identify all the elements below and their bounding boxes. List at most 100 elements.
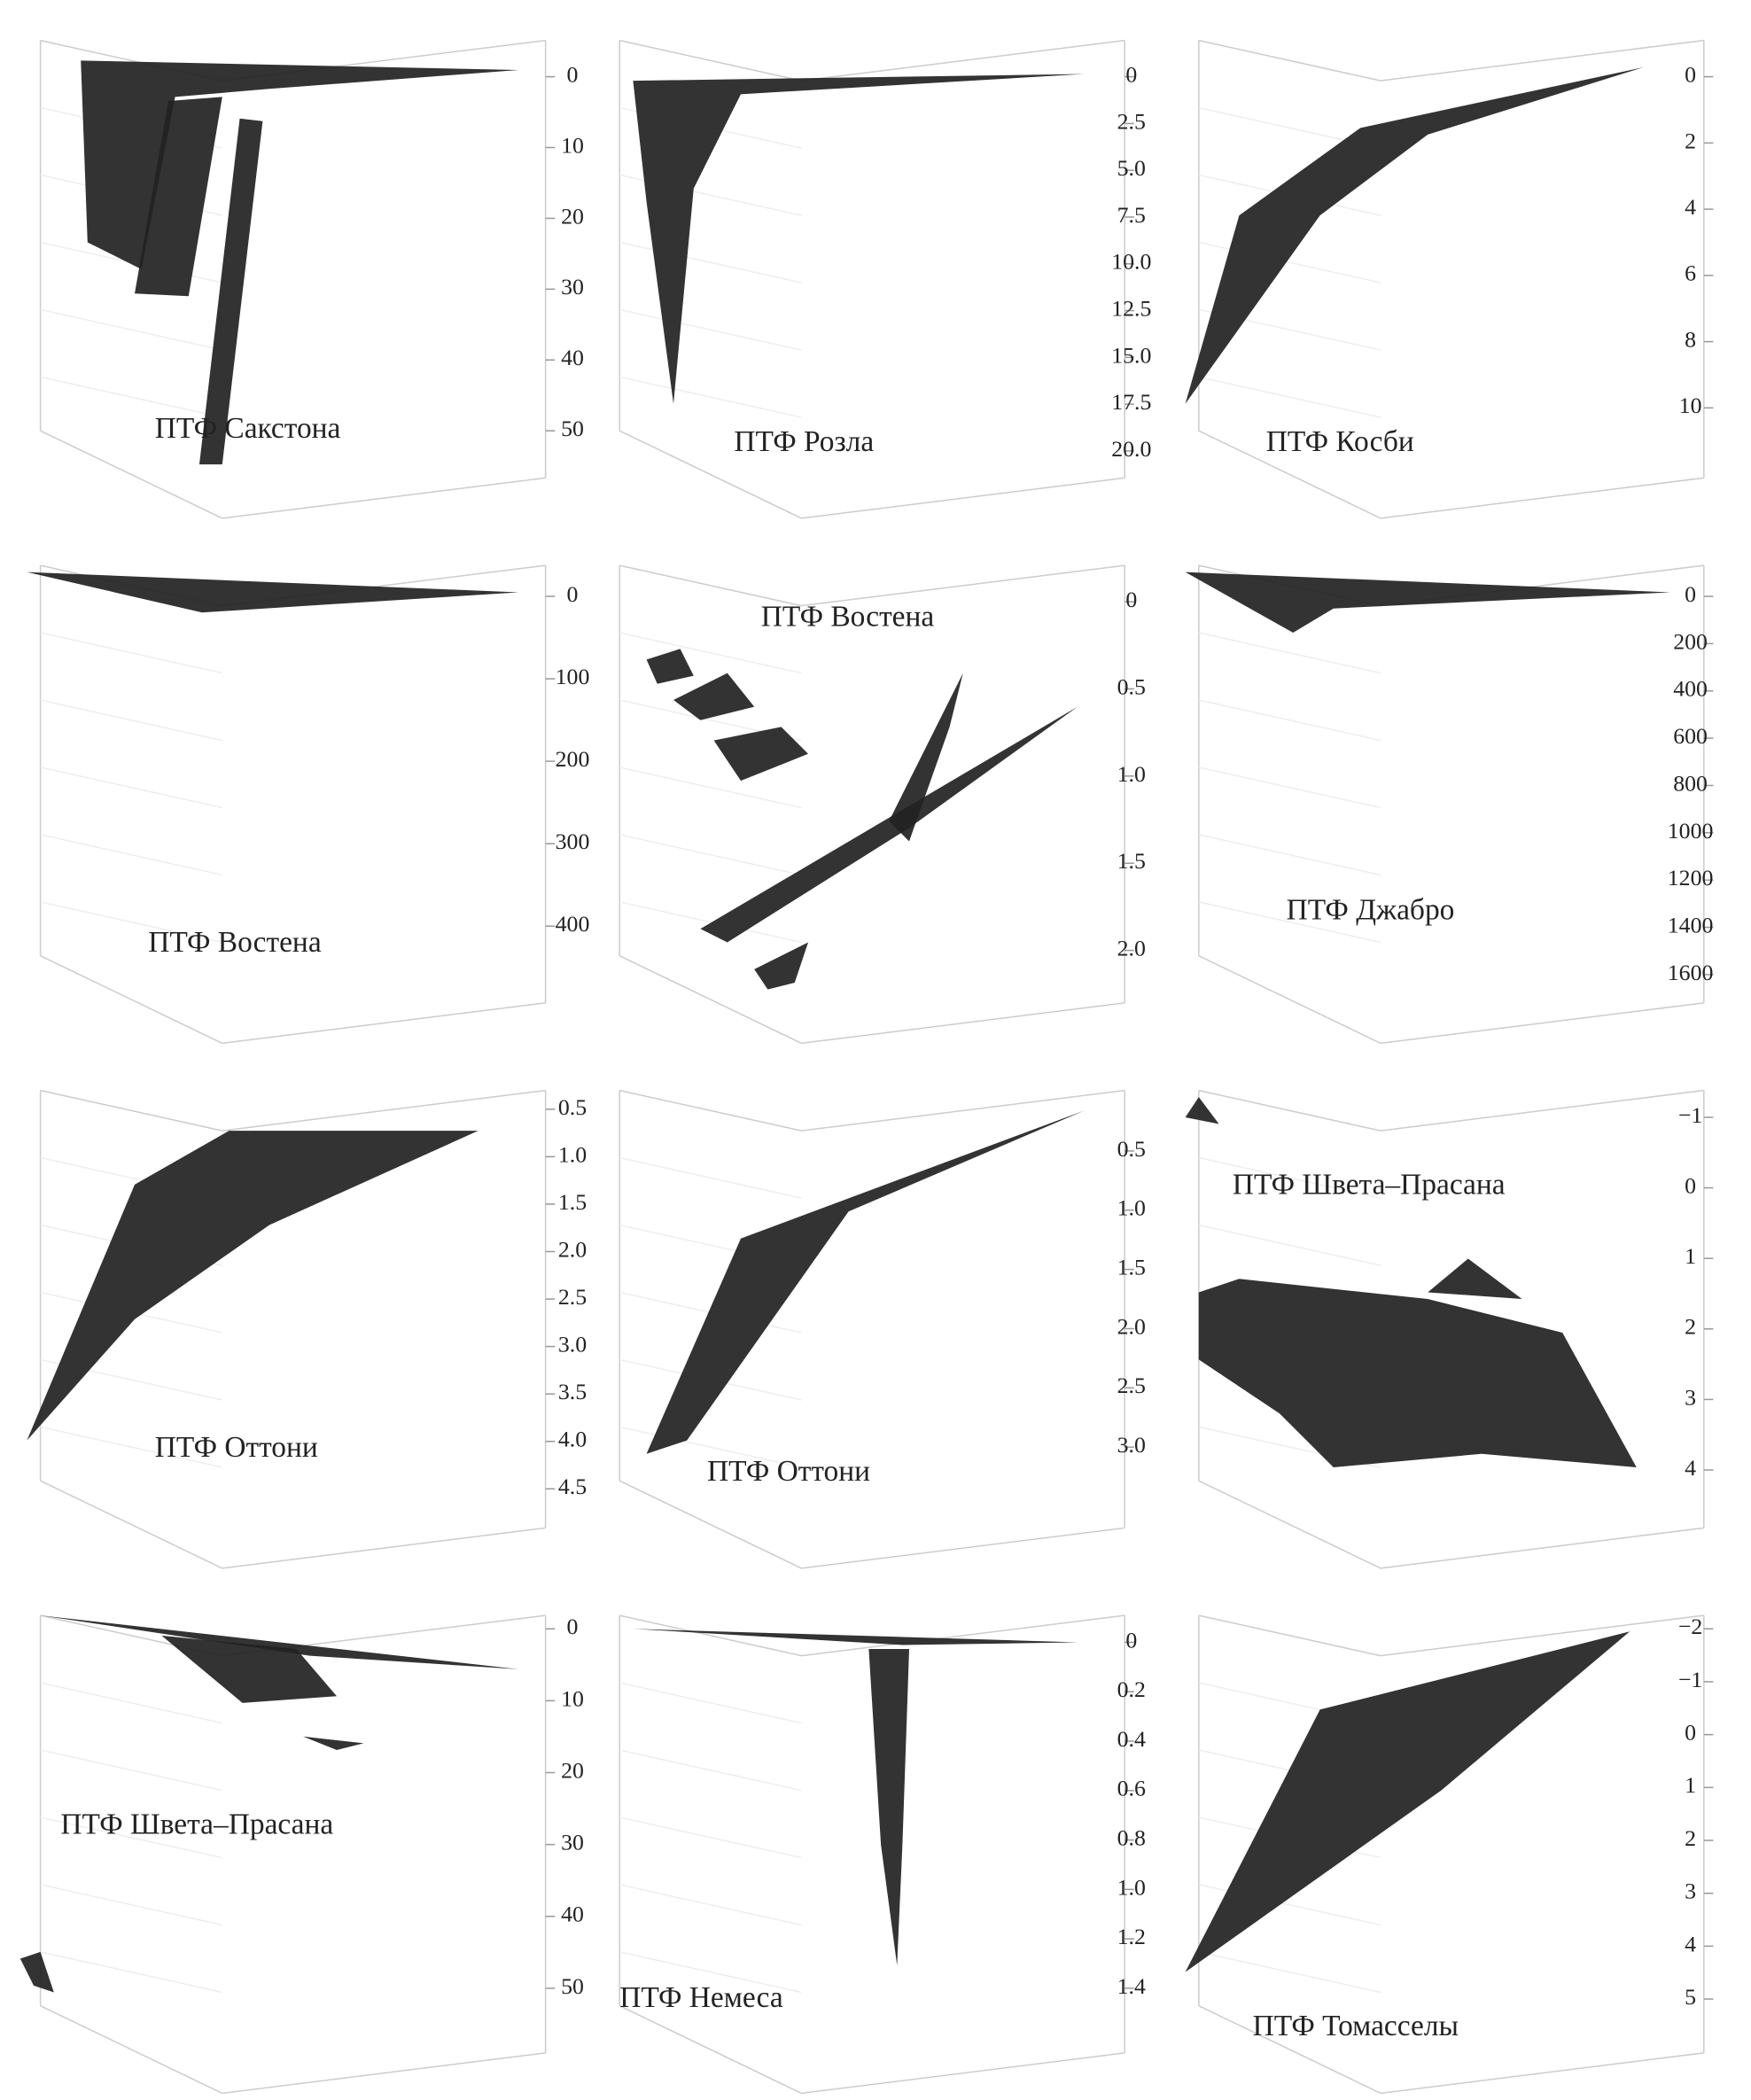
y-tick-label: 40 — [561, 1902, 584, 1927]
point-cloud — [673, 673, 755, 720]
y-tick-label: 0.5 — [558, 1094, 587, 1120]
box-grid — [40, 376, 222, 418]
box-grid — [40, 632, 222, 674]
box-edge — [801, 1002, 1125, 1045]
panel: 0 10 20 30 40 50 ПТФ Сакстона — [39, 39, 584, 519]
box-grid — [1198, 834, 1381, 876]
y-tick-label: 20.0 — [1111, 436, 1151, 462]
box-edge — [1380, 1614, 1704, 1657]
y-tick-label: 400 — [1673, 676, 1708, 702]
box-grid — [40, 901, 222, 944]
y-tick-label: 1.0 — [558, 1141, 587, 1167]
box-grid — [619, 1816, 802, 1859]
box-edge — [40, 430, 223, 519]
box-edge — [40, 954, 223, 1045]
box-edge — [801, 477, 1125, 519]
box-edge — [1198, 954, 1381, 1045]
point-cloud — [19, 1951, 54, 1993]
y-tick-label: 3.5 — [558, 1379, 587, 1404]
box-grid — [619, 241, 802, 284]
y-tick-label: 2.5 — [1117, 108, 1146, 134]
box-grid — [40, 699, 222, 742]
box-edge — [40, 1480, 223, 1569]
point-cloud — [198, 118, 263, 465]
panel: 0.5 1.0 1.5 2.0 2.5 3.0 3.5 4.0 4.5 ПТФ Оттони — [27, 1089, 587, 1569]
y-tick-label: 2 — [1685, 1314, 1696, 1340]
y-tick-label: 1600 — [1668, 960, 1714, 985]
y-tick-label: 5 — [1685, 1984, 1696, 2010]
box-grid — [40, 1682, 222, 1724]
panel: 0 2.5 5.0 7.5 10.0 12.5 15.0 17.5 20.0 ПТФ Розла — [619, 39, 1151, 519]
y-tick-label: 100 — [556, 664, 590, 689]
box-edge — [801, 39, 1125, 82]
y-tick-label: 200 — [556, 746, 590, 772]
box-edge — [619, 1614, 802, 1657]
y-tick-label: 8 — [1685, 327, 1696, 353]
box-grid — [619, 1951, 802, 1994]
box-grid — [40, 834, 222, 876]
panel-title: ПТФ Востена — [761, 601, 935, 634]
y-tick-label: 0 — [567, 581, 579, 607]
y-tick-label: −1 — [1678, 1667, 1702, 1692]
y-tick-label: 3 — [1685, 1384, 1696, 1410]
box-edge — [222, 477, 546, 519]
y-tick-label: 2 — [1685, 128, 1696, 153]
y-tick-label: 0.5 — [1117, 1136, 1146, 1162]
y-tick-label: 0 — [1125, 587, 1137, 612]
panel-title: ПТФ Джабро — [1287, 894, 1455, 927]
y-tick-label: 0 — [1685, 581, 1696, 607]
y-tick-label: 200 — [1673, 628, 1708, 654]
panel: 0 0.2 0.4 0.6 0.8 1.0 1.2 1.4 ПТФ Немеса — [619, 1614, 1146, 2095]
y-tick-label: 0 — [1685, 1720, 1696, 1746]
panel: −2 −1 0 1 2 3 4 5 ПТФ Томасселы — [1185, 1614, 1714, 2095]
y-tick-label: 2.5 — [1117, 1373, 1146, 1398]
y-tick-label: 10 — [561, 132, 584, 158]
box-edge — [619, 430, 802, 519]
box-grid — [40, 308, 222, 351]
box-grid — [1198, 766, 1381, 809]
box-edge — [1380, 1527, 1704, 1569]
panel-title: ПТФ Швета–Прасана — [60, 1808, 333, 1840]
box-edge — [801, 1089, 1125, 1132]
panel: −1 0 1 2 3 4 ПТФ Швета–Прасана — [1185, 1089, 1714, 1569]
point-cloud — [889, 673, 963, 842]
box-edge — [801, 564, 1125, 607]
panel-title: ПТФ Востена — [148, 926, 322, 959]
box-grid — [40, 766, 222, 809]
box-edge — [619, 1480, 802, 1569]
box-grid — [1198, 632, 1381, 674]
point-cloud — [135, 97, 222, 297]
point-cloud — [27, 572, 519, 613]
box-grid — [40, 1884, 222, 1926]
y-tick-label: 4.0 — [558, 1427, 587, 1452]
point-cloud — [754, 942, 808, 990]
panel: 0 2 4 6 8 10 ПТФ Косби — [1185, 39, 1714, 519]
panel: 0 200 400 600 800 1000 1200 1400 1600 ПТФ Джабро — [1185, 564, 1714, 1045]
y-tick-label: 30 — [561, 1830, 584, 1855]
box-grid — [1198, 1156, 1381, 1199]
point-cloud — [161, 1635, 337, 1703]
box-edge — [1198, 39, 1381, 82]
box-grid — [619, 1884, 802, 1926]
point-cloud — [633, 1629, 1078, 1645]
point-cloud — [633, 74, 1085, 404]
y-tick-label: 4 — [1685, 194, 1696, 220]
y-tick-label: 1000 — [1668, 818, 1714, 844]
box-grid — [40, 1426, 222, 1468]
panel-title: ПТФ Сакстона — [155, 412, 341, 445]
box-grid — [619, 1156, 802, 1199]
y-tick-label: 20 — [561, 203, 584, 229]
panel-title: ПТФ Розла — [734, 425, 874, 458]
y-tick-label: 3.0 — [1117, 1432, 1146, 1458]
y-tick-label: 1.4 — [1117, 1973, 1146, 1999]
point-cloud — [1185, 1631, 1630, 1972]
y-tick-label: 1 — [1685, 1772, 1696, 1798]
y-tick-label: 17.5 — [1111, 389, 1151, 415]
y-tick-label: 0.2 — [1117, 1676, 1146, 1702]
y-tick-label: 2.0 — [1117, 936, 1146, 961]
point-cloud — [646, 649, 694, 684]
box-grid — [1198, 699, 1381, 742]
box-edge — [1380, 1002, 1704, 1045]
